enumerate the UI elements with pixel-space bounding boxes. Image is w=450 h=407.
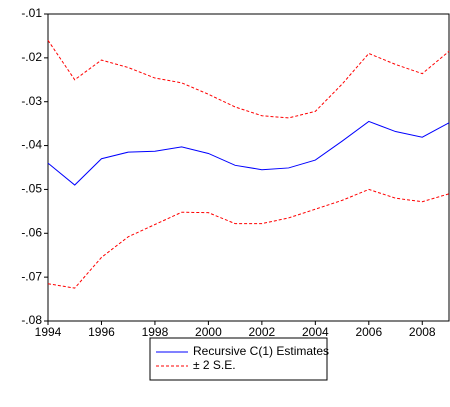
- y-tick-label: -.03: [21, 94, 42, 108]
- x-tick-label: 2008: [409, 325, 436, 339]
- series-line: [47, 40, 450, 119]
- y-tick-label: -.06: [21, 225, 42, 239]
- series-line: [47, 188, 450, 289]
- x-tick-label: 1996: [88, 325, 115, 339]
- x-tick-label: 2000: [195, 325, 222, 339]
- y-tick-label: -.07: [21, 269, 42, 283]
- y-tick-label: -.01: [21, 6, 42, 20]
- series-line: [47, 120, 450, 186]
- y-tick-label: -.02: [21, 50, 42, 64]
- plot-frame: [47, 13, 450, 322]
- x-tick-label: 1994: [35, 325, 62, 339]
- x-tick-label: 1998: [142, 325, 169, 339]
- y-tick-label: -.08: [21, 313, 42, 327]
- legend-label: Recursive C(1) Estimates: [193, 344, 329, 358]
- legend-box: [149, 337, 328, 381]
- x-tick-label: 2006: [355, 325, 382, 339]
- x-tick-label: 2002: [249, 325, 276, 339]
- x-tick-label: 2004: [302, 325, 329, 339]
- y-tick-label: -.05: [21, 182, 42, 196]
- y-tick-label: -.04: [21, 138, 42, 152]
- legend-label: ± 2 S.E.: [193, 358, 236, 372]
